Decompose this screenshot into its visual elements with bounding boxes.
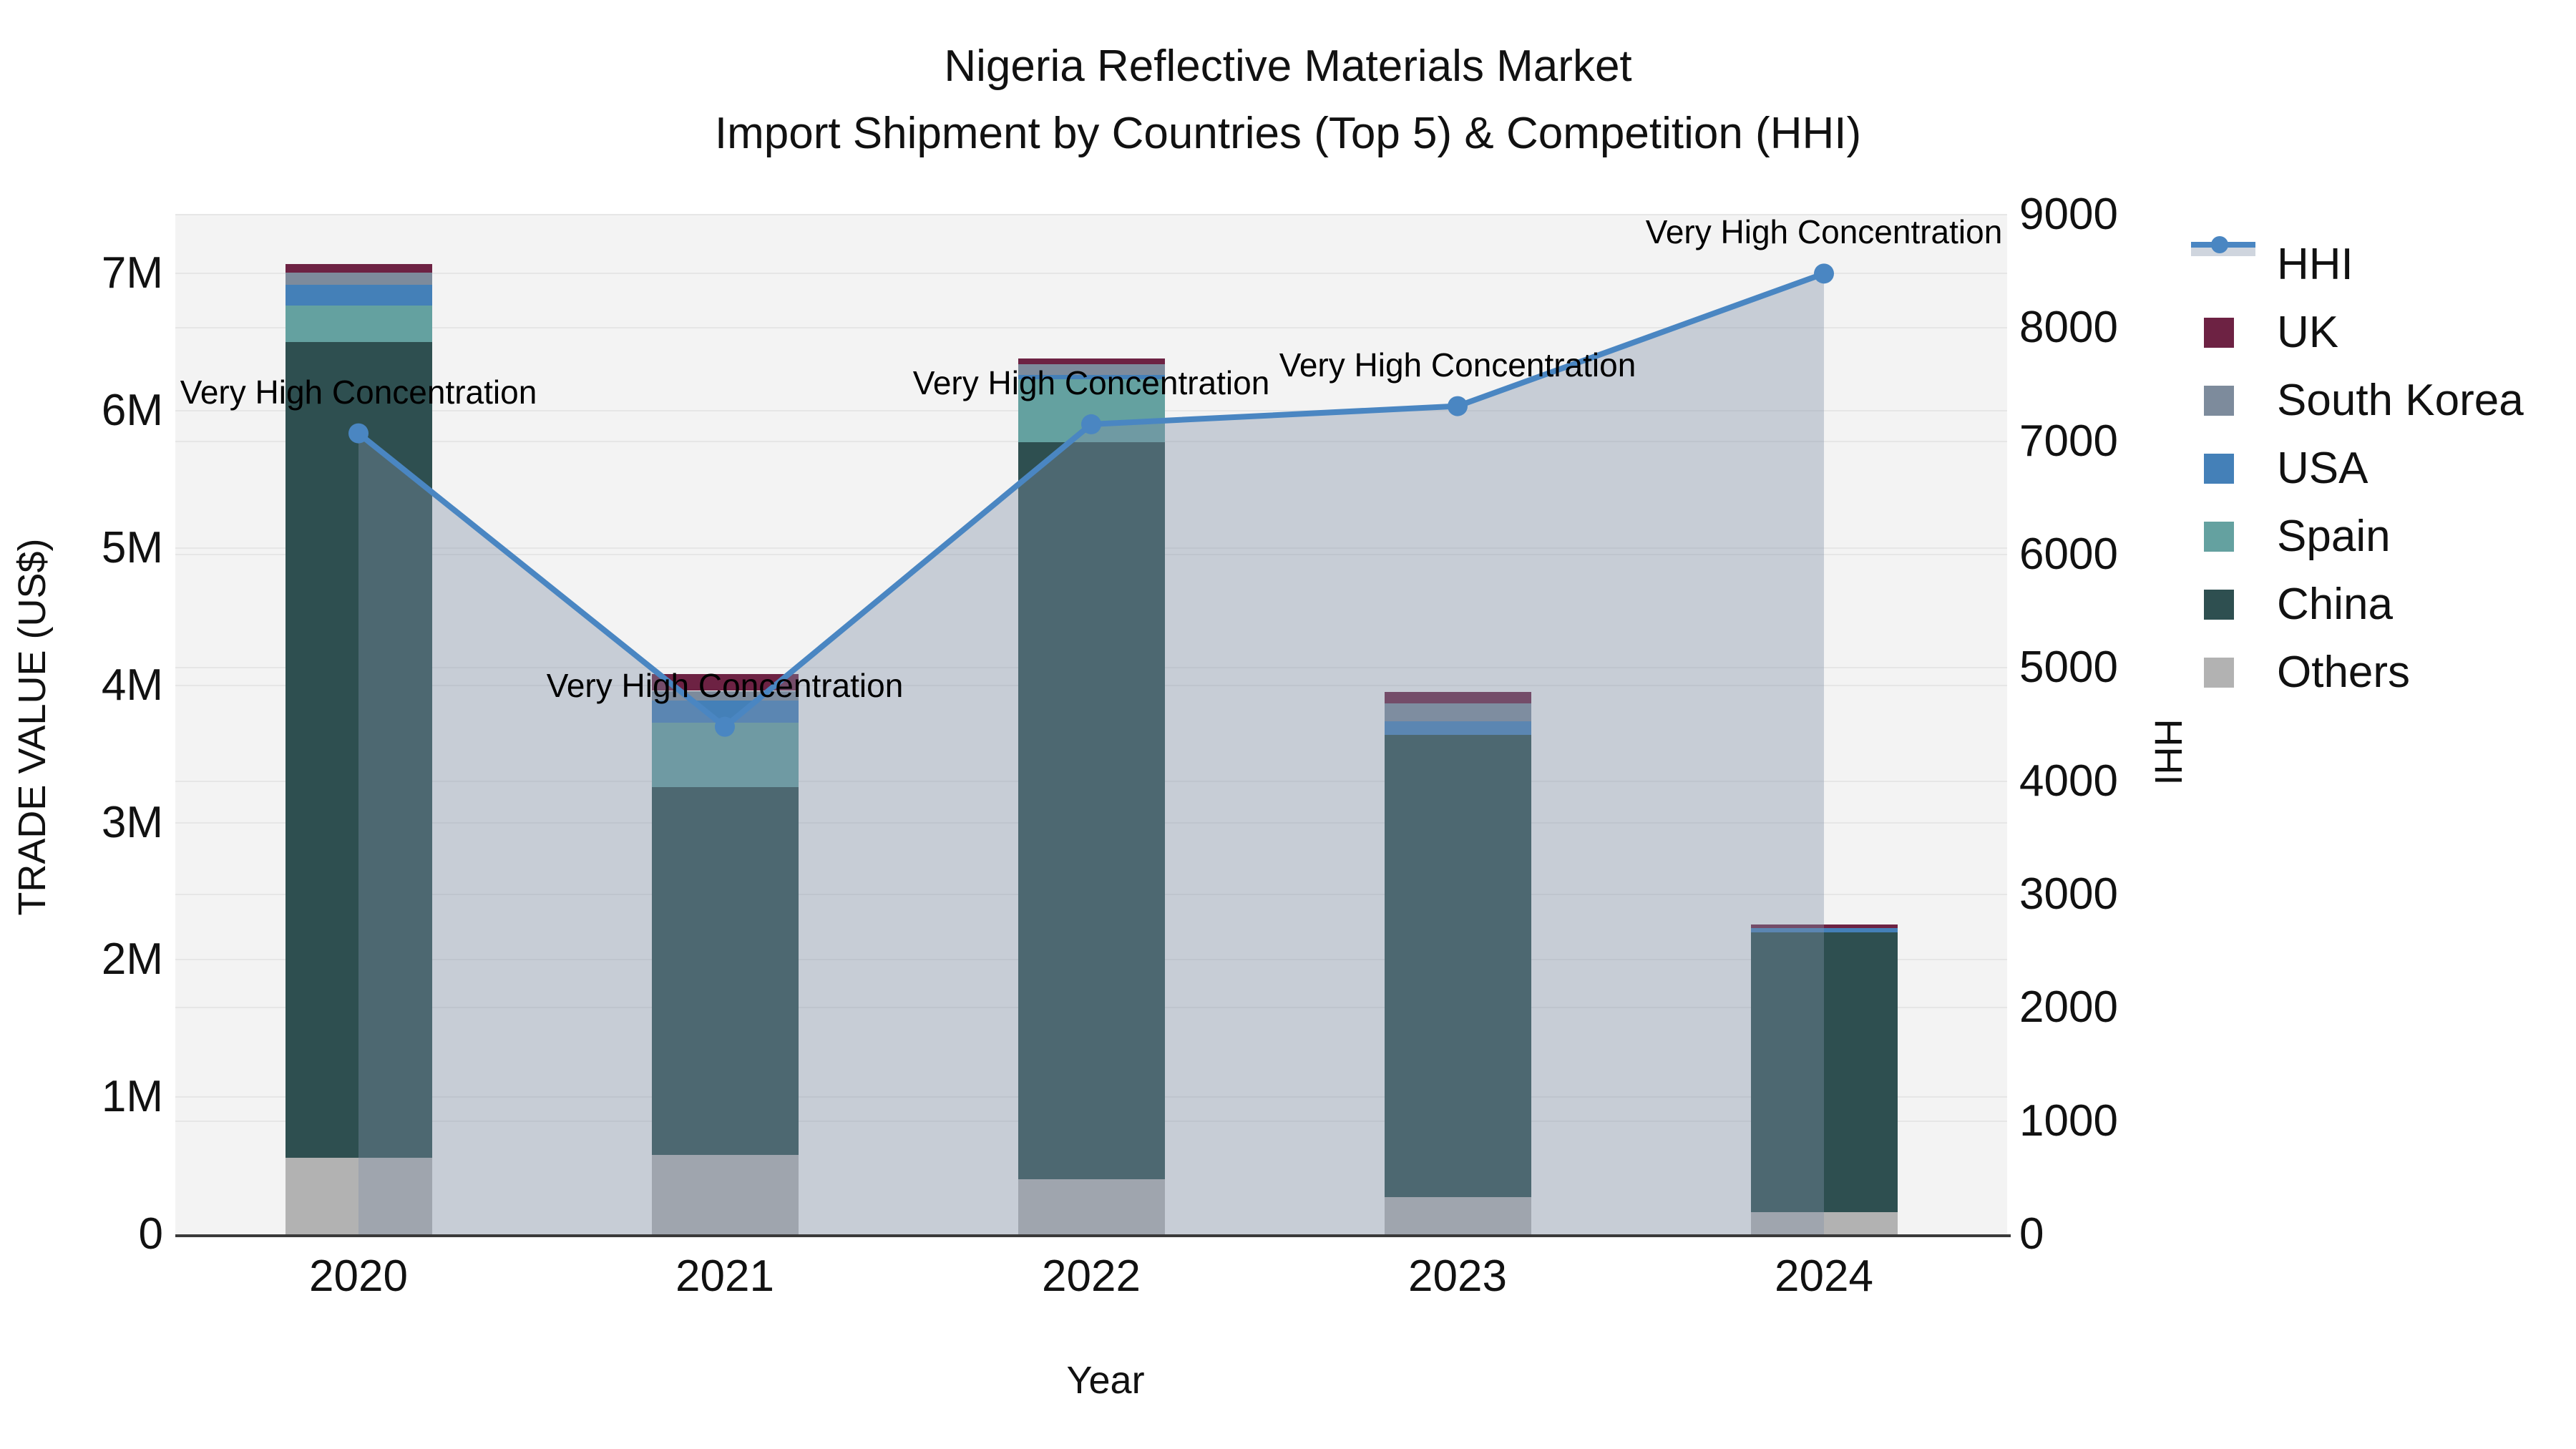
x-axis-line (175, 1234, 2011, 1237)
hhi-point[interactable] (348, 423, 369, 444)
bar-segment-usa[interactable] (1018, 375, 1165, 380)
color-swatch-icon (2191, 521, 2255, 552)
legend-label: HHI (2277, 240, 2353, 289)
bar-segment-uk[interactable] (651, 674, 799, 691)
bar-segment-spain[interactable] (285, 305, 432, 343)
annotation-very-high-concentration: Very High Concentration (1645, 213, 2003, 251)
y-right-tick-label: 0 (2019, 1209, 2044, 1259)
legend-label: China (2277, 580, 2393, 629)
bar-segment-uk[interactable] (1018, 358, 1165, 365)
x-tick-label: 2021 (675, 1252, 774, 1301)
y-right-tick-label: 7000 (2019, 416, 2118, 466)
y-left-tick-label: 5M (101, 523, 163, 573)
color-swatch-icon (2191, 317, 2255, 348)
bar-segment-others[interactable] (651, 1154, 799, 1234)
y-left-tick-label: 7M (101, 248, 163, 298)
legend-item-others[interactable]: Others (2191, 638, 2524, 706)
bar-segment-china[interactable] (1018, 442, 1165, 1180)
legend-label: USA (2277, 444, 2368, 493)
hhi-point[interactable] (715, 716, 735, 737)
annotation-very-high-concentration: Very High Concentration (546, 666, 904, 704)
gridline-right (175, 214, 2007, 215)
y-right-tick-label: 1000 (2019, 1096, 2118, 1146)
y-right-tick-label: 6000 (2019, 530, 2118, 579)
y-axis-left-title: TRADE VALUE (US$) (11, 538, 54, 916)
legend-item-uk[interactable]: UK (2191, 298, 2524, 366)
legend-item-usa[interactable]: USA (2191, 434, 2524, 502)
legend-color-square (2204, 521, 2234, 552)
y-left-tick-label: 3M (101, 797, 163, 847)
legend-color-square (2204, 317, 2234, 348)
color-swatch-icon (2191, 453, 2255, 484)
legend-color-square (2204, 657, 2234, 688)
y-right-tick-label: 8000 (2019, 303, 2118, 353)
hhi-swatch-graphic (2191, 236, 2255, 256)
y-right-tick-label: 9000 (2019, 190, 2118, 239)
y-right-tick-label: 5000 (2019, 643, 2118, 693)
legend-color-square (2204, 385, 2234, 416)
legend-item-spain[interactable]: Spain (2191, 502, 2524, 570)
chart-title-line2: Import Shipment by Countries (Top 5) & C… (714, 109, 1862, 158)
hhi-point[interactable] (1814, 263, 1834, 284)
legend-label: UK (2277, 308, 2339, 357)
color-swatch-icon (2191, 385, 2255, 416)
y-axis-right-title: HHI (2147, 718, 2190, 786)
legend-item-china[interactable]: China (2191, 570, 2524, 638)
legend: HHI UK South Korea USA Spain China Others (2191, 230, 2524, 706)
y-left-tick-label: 1M (101, 1072, 163, 1122)
y-right-tick-label: 2000 (2019, 982, 2118, 1033)
bar-segment-usa[interactable] (1384, 721, 1531, 735)
bar-segment-china[interactable] (285, 342, 432, 1158)
legend-label: South Korea (2277, 376, 2524, 425)
bar-segment-uk[interactable] (1384, 692, 1531, 703)
annotation-very-high-concentration: Very High Concentration (180, 373, 537, 411)
bar-segment-others[interactable] (1384, 1197, 1531, 1234)
hhi-area-fill (358, 273, 1824, 1234)
bar-segment-others[interactable] (1018, 1179, 1165, 1234)
bar-segment-others[interactable] (1750, 1212, 1898, 1234)
bar-segment-uk[interactable] (285, 264, 432, 273)
y-left-tick-label: 4M (101, 660, 163, 710)
bar-segment-usa[interactable] (285, 284, 432, 306)
y-right-tick-label: 4000 (2019, 756, 2118, 806)
color-swatch-icon (2191, 657, 2255, 688)
legend-color-square (2204, 589, 2234, 620)
y-right-tick-label: 3000 (2019, 869, 2118, 919)
y-left-tick-label: 6M (101, 386, 163, 436)
legend-item-south-korea[interactable]: South Korea (2191, 366, 2524, 434)
hhi-point[interactable] (1448, 396, 1468, 416)
bar-segment-china[interactable] (651, 786, 799, 1155)
bar-segment-china[interactable] (1384, 734, 1531, 1198)
bar-segment-south-korea[interactable] (1384, 703, 1531, 721)
y-left-tick-label: 2M (101, 935, 163, 985)
bar-segment-uk[interactable] (1750, 924, 1898, 929)
annotation-very-high-concentration: Very High Concentration (912, 364, 1270, 401)
bar-segment-usa[interactable] (1750, 928, 1898, 933)
bar-segment-china[interactable] (1750, 932, 1898, 1213)
hhi-point[interactable] (1081, 414, 1101, 434)
legend-label: Spain (2277, 512, 2391, 561)
gridline-right (175, 327, 2007, 329)
bar-segment-south-korea[interactable] (1018, 364, 1165, 376)
chart-title-line1: Nigeria Reflective Materials Market (944, 42, 1632, 91)
legend-label: Others (2277, 648, 2411, 697)
x-tick-label: 2022 (1042, 1252, 1141, 1301)
bar-segment-south-korea[interactable] (285, 272, 432, 285)
x-tick-label: 2020 (309, 1252, 408, 1301)
bar-segment-others[interactable] (285, 1157, 432, 1234)
y-left-tick-label: 0 (138, 1209, 163, 1259)
legend-color-square (2204, 453, 2234, 484)
x-axis-title: Year (1066, 1359, 1145, 1402)
color-swatch-icon (2191, 589, 2255, 620)
legend-item-hhi[interactable]: HHI (2191, 230, 2524, 298)
annotation-very-high-concentration: Very High Concentration (1279, 346, 1636, 384)
x-tick-label: 2024 (1775, 1252, 1873, 1301)
x-tick-label: 2023 (1408, 1252, 1507, 1301)
gridline-left (175, 273, 2007, 275)
